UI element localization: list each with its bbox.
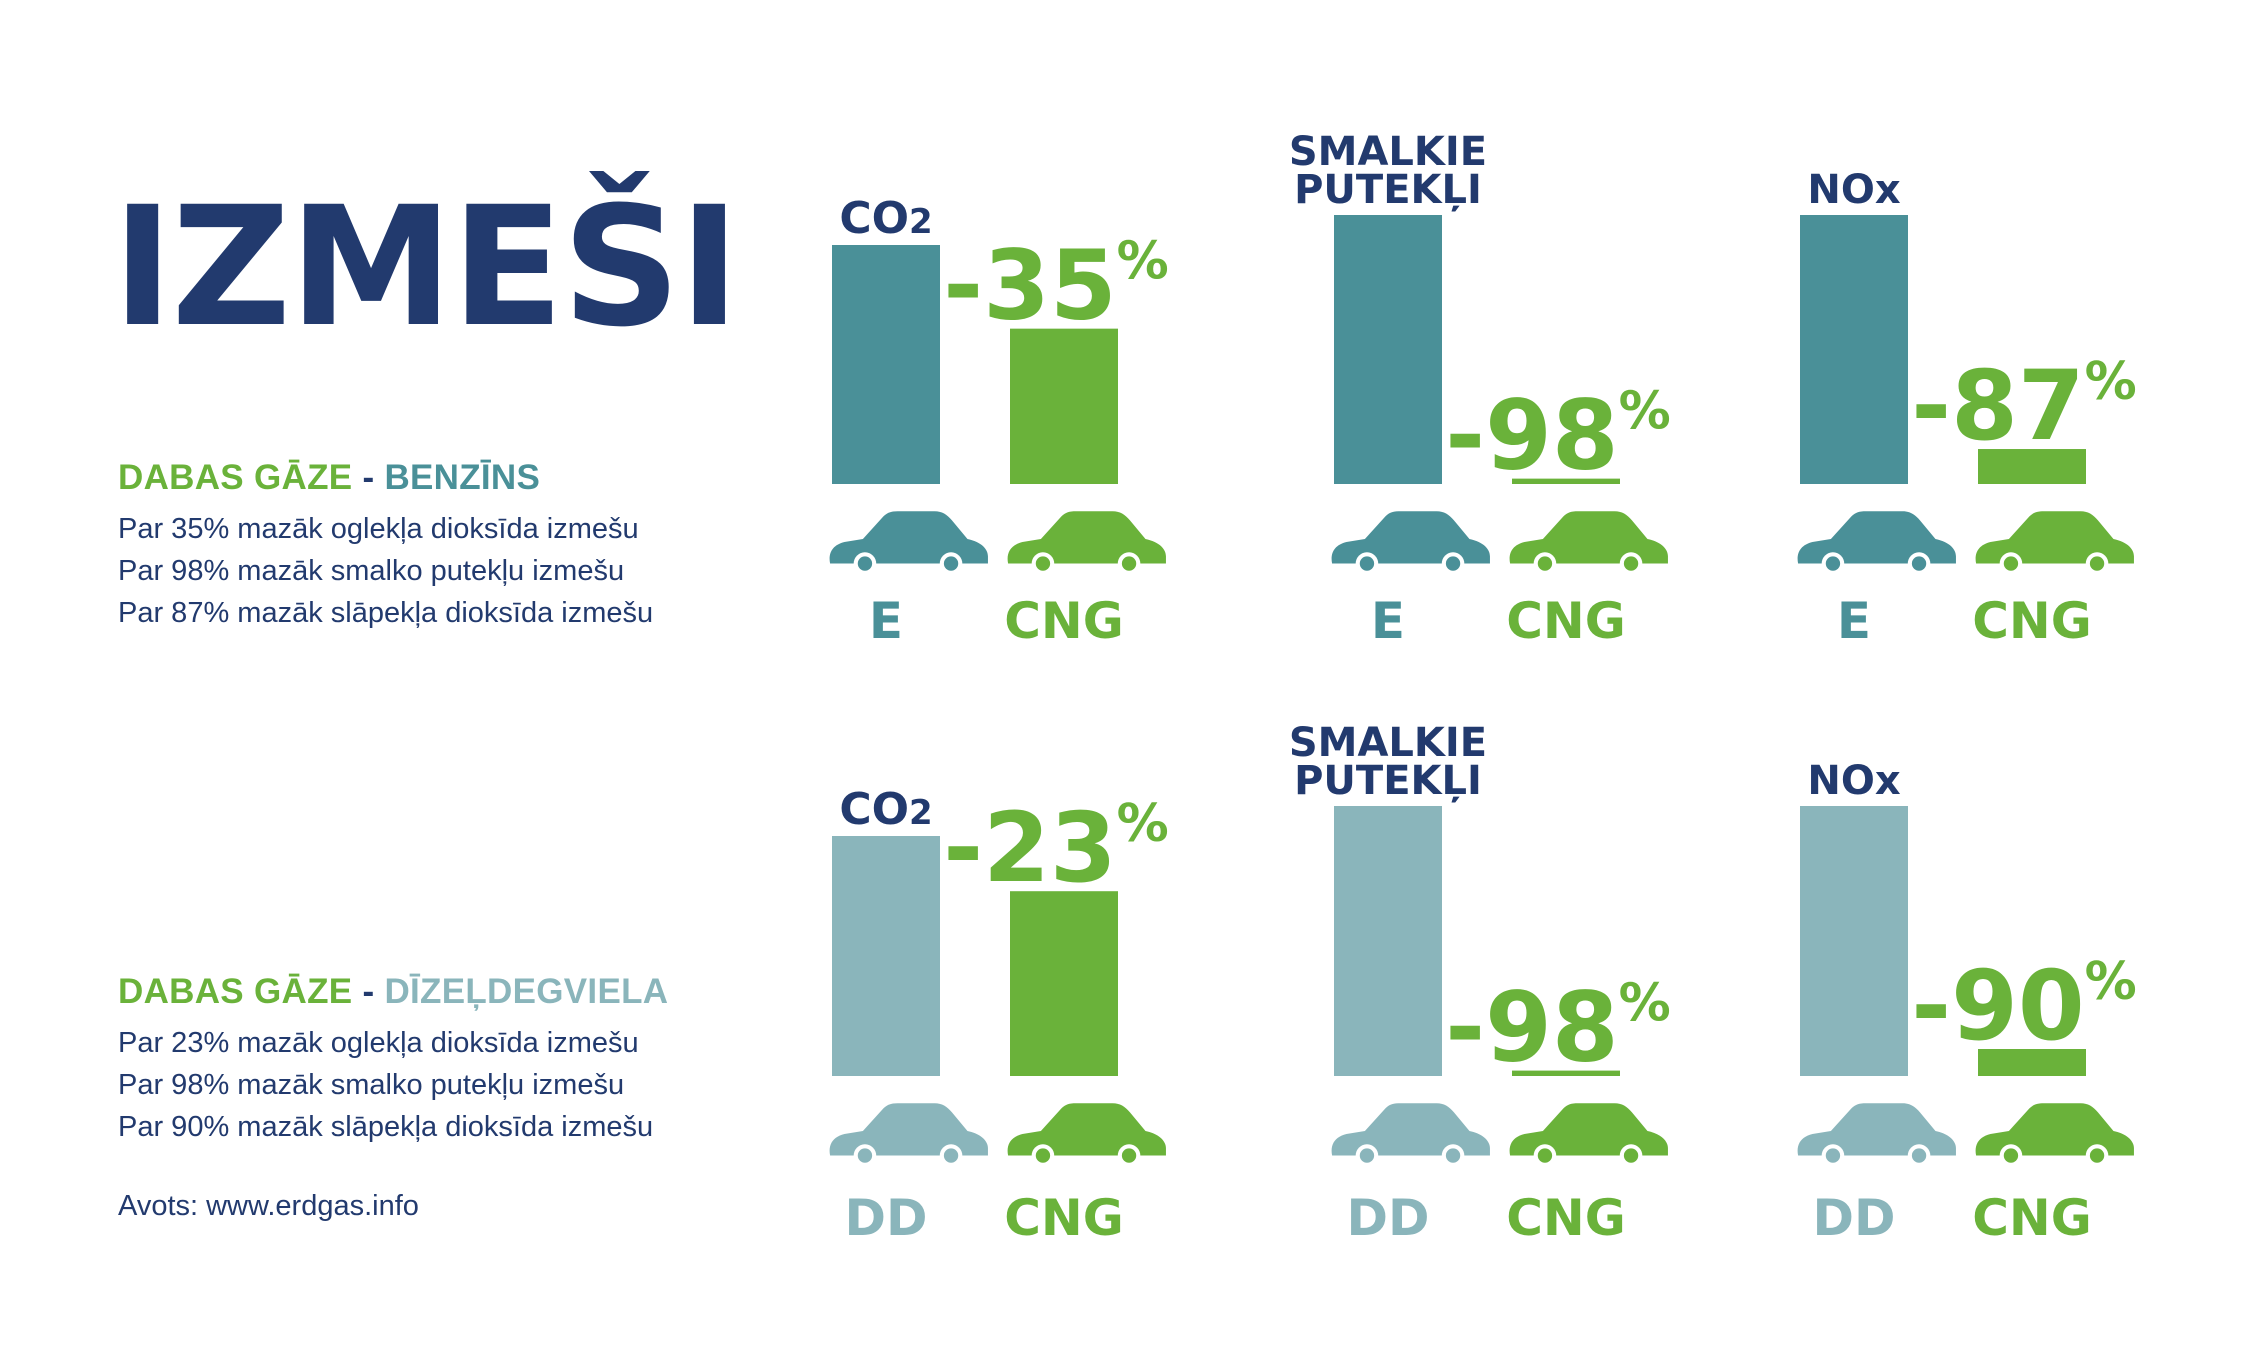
- source-note: Avots: www.erdgas.info: [118, 1190, 419, 1222]
- chart-title: SMALKIE: [1289, 129, 1487, 175]
- car-icon: [1975, 511, 2134, 574]
- car-icon: [1331, 1103, 1490, 1166]
- legend-heading: DABAS GĀZE - BENZĪNS: [118, 458, 653, 498]
- bar-conventional: [832, 836, 940, 1076]
- chart-title: NOx: [1807, 167, 1900, 213]
- category-label: DD: [1812, 1189, 1895, 1247]
- car-icon: [1331, 511, 1490, 574]
- page-title: IZMEŠI: [112, 171, 740, 363]
- legend-heading-sep: -: [362, 972, 375, 1011]
- chart-title: CO2: [839, 193, 932, 244]
- legend-line: Par 87% mazāk slāpekļa dioksīda izmešu: [118, 597, 654, 629]
- chart-title: NOx: [1807, 758, 1900, 804]
- legend-heading-sep: -: [362, 458, 375, 497]
- category-label: DD: [844, 1189, 927, 1247]
- bar-cng: [1978, 449, 2086, 484]
- reduction-label: -87%: [1911, 350, 2137, 462]
- car-icon: [1509, 1103, 1668, 1166]
- chart-title: SMALKIE: [1289, 720, 1487, 766]
- car-icon: [1007, 511, 1166, 574]
- reduction-label: -98%: [1445, 380, 1671, 492]
- bar-cng: [1978, 1049, 2086, 1076]
- reduction-label: -98%: [1445, 972, 1671, 1084]
- bar-conventional: [1800, 806, 1908, 1076]
- legend-gasoline: DABAS GĀZE - BENZĪNS Par 35% mazāk oglek…: [118, 458, 653, 634]
- bar-cng: [1010, 891, 1118, 1076]
- legend-heading: DABAS GĀZE - DĪZEĻDEGVIELA: [118, 972, 668, 1012]
- category-label: E: [869, 592, 903, 650]
- category-label: E: [1837, 592, 1871, 650]
- reduction-label: -35%: [943, 230, 1169, 342]
- category-label: CNG: [1972, 592, 2092, 650]
- legend-heading-gas: DABAS GĀZE: [118, 458, 353, 497]
- category-label: CNG: [1506, 1189, 1626, 1247]
- legend-line: Par 90% mazāk slāpekļa dioksīda izmešu: [118, 1111, 654, 1143]
- bar-cng: [1010, 328, 1118, 484]
- bar-conventional: [1334, 215, 1442, 484]
- bar-conventional: [1800, 215, 1908, 484]
- category-label: DD: [1346, 1189, 1429, 1247]
- chart-title: PUTEKĻI: [1294, 758, 1482, 804]
- legend-line: Par 35% mazāk oglekļa dioksīda izmešu: [118, 513, 639, 545]
- category-label: CNG: [1004, 1189, 1124, 1247]
- car-icon: [1797, 511, 1956, 574]
- legend-line: Par 98% mazāk smalko putekļu izmešu: [118, 555, 625, 587]
- car-icon: [1797, 1103, 1956, 1166]
- bar-conventional: [1334, 806, 1442, 1076]
- car-icon: [829, 1103, 988, 1166]
- reduction-label: -23%: [943, 792, 1169, 904]
- reduction-label: -90%: [1911, 950, 2137, 1062]
- bar-cng: [1512, 1070, 1620, 1076]
- legend-heading-fuel: DĪZEĻDEGVIELA: [384, 972, 669, 1011]
- category-label: E: [1371, 592, 1405, 650]
- car-icon: [829, 511, 988, 574]
- legend-heading-fuel: BENZĪNS: [384, 458, 541, 497]
- bar-conventional: [832, 245, 940, 484]
- legend-line: Par 98% mazāk smalko putekļu izmešu: [118, 1069, 625, 1101]
- category-label: CNG: [1506, 592, 1626, 650]
- car-icon: [1975, 1103, 2134, 1166]
- bar-cng: [1512, 478, 1620, 484]
- legend-line: Par 23% mazāk oglekļa dioksīda izmešu: [118, 1027, 639, 1059]
- car-icon: [1007, 1103, 1166, 1166]
- category-label: CNG: [1004, 592, 1124, 650]
- chart-title: CO2: [839, 784, 932, 835]
- car-icon: [1509, 511, 1668, 574]
- legend-diesel: DABAS GĀZE - DĪZEĻDEGVIELA Par 23% mazāk…: [118, 972, 668, 1148]
- legend-heading-gas: DABAS GĀZE: [118, 972, 353, 1011]
- category-label: CNG: [1972, 1189, 2092, 1247]
- chart-title: PUTEKĻI: [1294, 167, 1482, 213]
